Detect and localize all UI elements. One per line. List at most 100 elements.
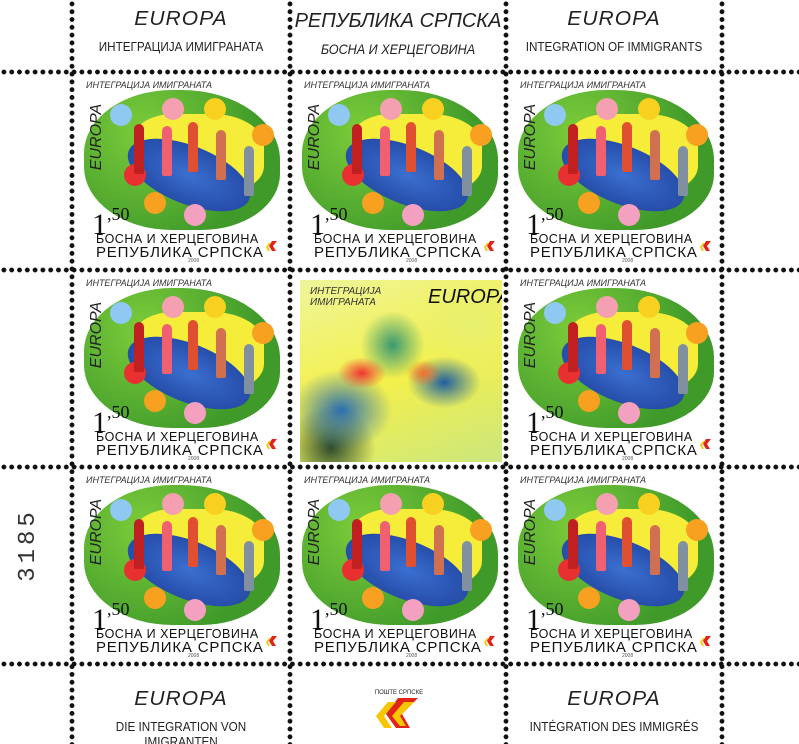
post-chevron-icon — [484, 636, 495, 646]
europa-logo: EUROPA — [306, 103, 324, 171]
europa-logo: EUROPA — [88, 301, 106, 369]
stamp: ИНТЕГРАЦИЈА ИМИГРАНАТА EUROPA 1,50 БОСНА… — [78, 473, 284, 659]
perforation-column — [69, 0, 75, 744]
center-caption: ИНТЕГРАЦИЈА ИМИГРАНАТА — [310, 286, 381, 308]
stamp: ИНТЕГРАЦИЈА ИМИГРАНАТА EUROPA 1,50 БОСНА… — [78, 276, 284, 462]
margin-subtitle: DIE INTEGRATION VON IMIGRANTEN — [115, 719, 247, 744]
europa-logo: EUROPA — [522, 301, 540, 369]
value-main: 1 — [92, 603, 107, 636]
europa-logo: EUROPA — [522, 498, 540, 566]
europa-logo: EUROPA — [88, 498, 106, 566]
stamp-year: 2008 — [188, 456, 200, 462]
stamp-value: 1,50 — [310, 599, 348, 637]
value-fraction: ,50 — [541, 204, 564, 224]
stamp-value: 1,50 — [92, 402, 130, 440]
margin-subtitle: ИНТЕГРАЦИЈА ИМИГРАНАТА — [98, 39, 264, 54]
margin-subtitle: INTÉGRATION DES IMMIGRÉS — [529, 719, 699, 734]
margin-title: РЕПУБЛИКА СРПСКА — [294, 10, 502, 32]
europa-logo: EUROPA — [522, 103, 540, 171]
value-fraction: ,50 — [107, 599, 130, 619]
country-line-1: БОСНА И ХЕРЦЕГОВИНА — [530, 430, 693, 444]
margin-subtitle: INTEGRATION OF IMMIGRANTS — [525, 39, 703, 54]
perforation-row — [0, 267, 799, 273]
stamp-caption: ИНТЕГРАЦИЈА ИМИГРАНАТА — [86, 80, 212, 90]
post-chevron-icon — [266, 439, 277, 449]
bottom-left-margin: EUROPA DIE INTEGRATION VON IMIGRANTEN — [72, 688, 290, 744]
stamp-value: 1,50 — [92, 204, 130, 242]
abstract-painting — [300, 280, 502, 462]
europa-logo: EUROPA — [567, 688, 661, 710]
country-line-2: РЕПУБЛИКА СРПСКА — [530, 244, 698, 261]
perforation-column — [287, 0, 293, 744]
value-main: 1 — [526, 208, 541, 241]
value-main: 1 — [92, 406, 107, 439]
stamp-caption: ИНТЕГРАЦИЈА ИМИГРАНАТА — [520, 475, 646, 485]
europa-logo: EUROPA — [134, 8, 228, 30]
country-line-1: БОСНА И ХЕРЦЕГОВИНА — [96, 627, 259, 641]
caption-line: ИНТЕГРАЦИЈА — [310, 286, 382, 297]
stamp-illustration — [84, 84, 280, 234]
stamp-caption: ИНТЕГРАЦИЈА ИМИГРАНАТА — [304, 80, 430, 90]
sheet-serial-number: 3185 — [15, 508, 43, 582]
stamp-illustration — [302, 84, 498, 234]
post-chevron-icon — [700, 636, 711, 646]
value-fraction: ,50 — [325, 204, 348, 224]
stamp: ИНТЕГРАЦИЈА ИМИГРАНАТА EUROPA 1,50 БОСНА… — [296, 473, 502, 659]
post-chevron-icon — [376, 698, 418, 728]
top-left-margin: EUROPA ИНТЕГРАЦИЈА ИМИГРАНАТА — [72, 8, 290, 54]
stamp-illustration — [302, 479, 498, 629]
post-chevron-icon — [700, 439, 711, 449]
stamp-year: 2008 — [406, 258, 418, 264]
stamp-caption: ИНТЕГРАЦИЈА ИМИГРАНАТА — [86, 278, 212, 288]
stamp-value: 1,50 — [526, 204, 564, 242]
country-line-2: РЕПУБЛИКА СРПСКА — [314, 244, 482, 261]
country-line-1: БОСНА И ХЕРЦЕГОВИНА — [314, 627, 477, 641]
value-fraction: ,50 — [541, 599, 564, 619]
country-line-2: РЕПУБЛИКА СРПСКА — [96, 639, 264, 656]
post-chevron-icon — [266, 241, 277, 251]
post-chevron-icon — [700, 241, 711, 251]
margin-subtitle: БОСНА И ХЕРЦЕГОВИНА — [320, 41, 476, 57]
country-line-1: БОСНА И ХЕРЦЕГОВИНА — [530, 232, 693, 246]
europa-logo: EUROPA — [306, 498, 324, 566]
perforation-column — [503, 0, 509, 744]
stamp: ИНТЕГРАЦИЈА ИМИГРАНАТА EUROPA 1,50 БОСНА… — [296, 78, 502, 264]
stamp: ИНТЕГРАЦИЈА ИМИГРАНАТА EUROPA 1,50 БОСНА… — [512, 473, 718, 659]
post-chevron-icon — [266, 636, 277, 646]
perforation-row — [0, 69, 799, 75]
perforation-column — [719, 0, 725, 744]
value-fraction: ,50 — [107, 402, 130, 422]
value-fraction: ,50 — [541, 402, 564, 422]
europa-logo: EUROPA — [428, 286, 502, 308]
post-chevron-icon — [484, 241, 495, 251]
top-center-margin: РЕПУБЛИКА СРПСКА БОСНА И ХЕРЦЕГОВИНА — [290, 10, 506, 57]
country-line-1: БОСНА И ХЕРЦЕГОВИНА — [96, 232, 259, 246]
europa-logo: EUROPA — [567, 8, 661, 30]
post-logo-text: ПОШТЕ СРПСКЕ — [374, 690, 424, 696]
stamp-year: 2008 — [188, 258, 200, 264]
value-main: 1 — [92, 208, 107, 241]
stamp-caption: ИНТЕГРАЦИЈА ИМИГРАНАТА — [520, 80, 646, 90]
caption-line: ИМИГРАНАТА — [310, 297, 376, 308]
stamp-illustration — [518, 282, 714, 432]
post-logo: ПОШТЕ СРПСКЕ — [374, 690, 424, 735]
stamp-year: 2008 — [406, 653, 418, 659]
value-fraction: ,50 — [107, 204, 130, 224]
value-main: 1 — [526, 603, 541, 636]
stamp-value: 1,50 — [92, 599, 130, 637]
country-line-2: РЕПУБЛИКА СРПСКА — [530, 639, 698, 656]
stamp-caption: ИНТЕГРАЦИЈА ИМИГРАНАТА — [304, 475, 430, 485]
stamp: ИНТЕГРАЦИЈА ИМИГРАНАТА EUROPA 1,50 БОСНА… — [512, 78, 718, 264]
value-fraction: ,50 — [325, 599, 348, 619]
bottom-right-margin: EUROPA INTÉGRATION DES IMMIGRÉS — [506, 688, 722, 734]
perforation-row — [0, 464, 799, 470]
country-line-1: БОСНА И ХЕРЦЕГОВИНА — [314, 232, 477, 246]
stamp-value: 1,50 — [310, 204, 348, 242]
stamp-caption: ИНТЕГРАЦИЈА ИМИГРАНАТА — [520, 278, 646, 288]
stamp-year: 2008 — [622, 456, 634, 462]
country-line-2: РЕПУБЛИКА СРПСКА — [96, 442, 264, 459]
europa-logo: EUROPA — [134, 688, 228, 710]
value-main: 1 — [310, 603, 325, 636]
